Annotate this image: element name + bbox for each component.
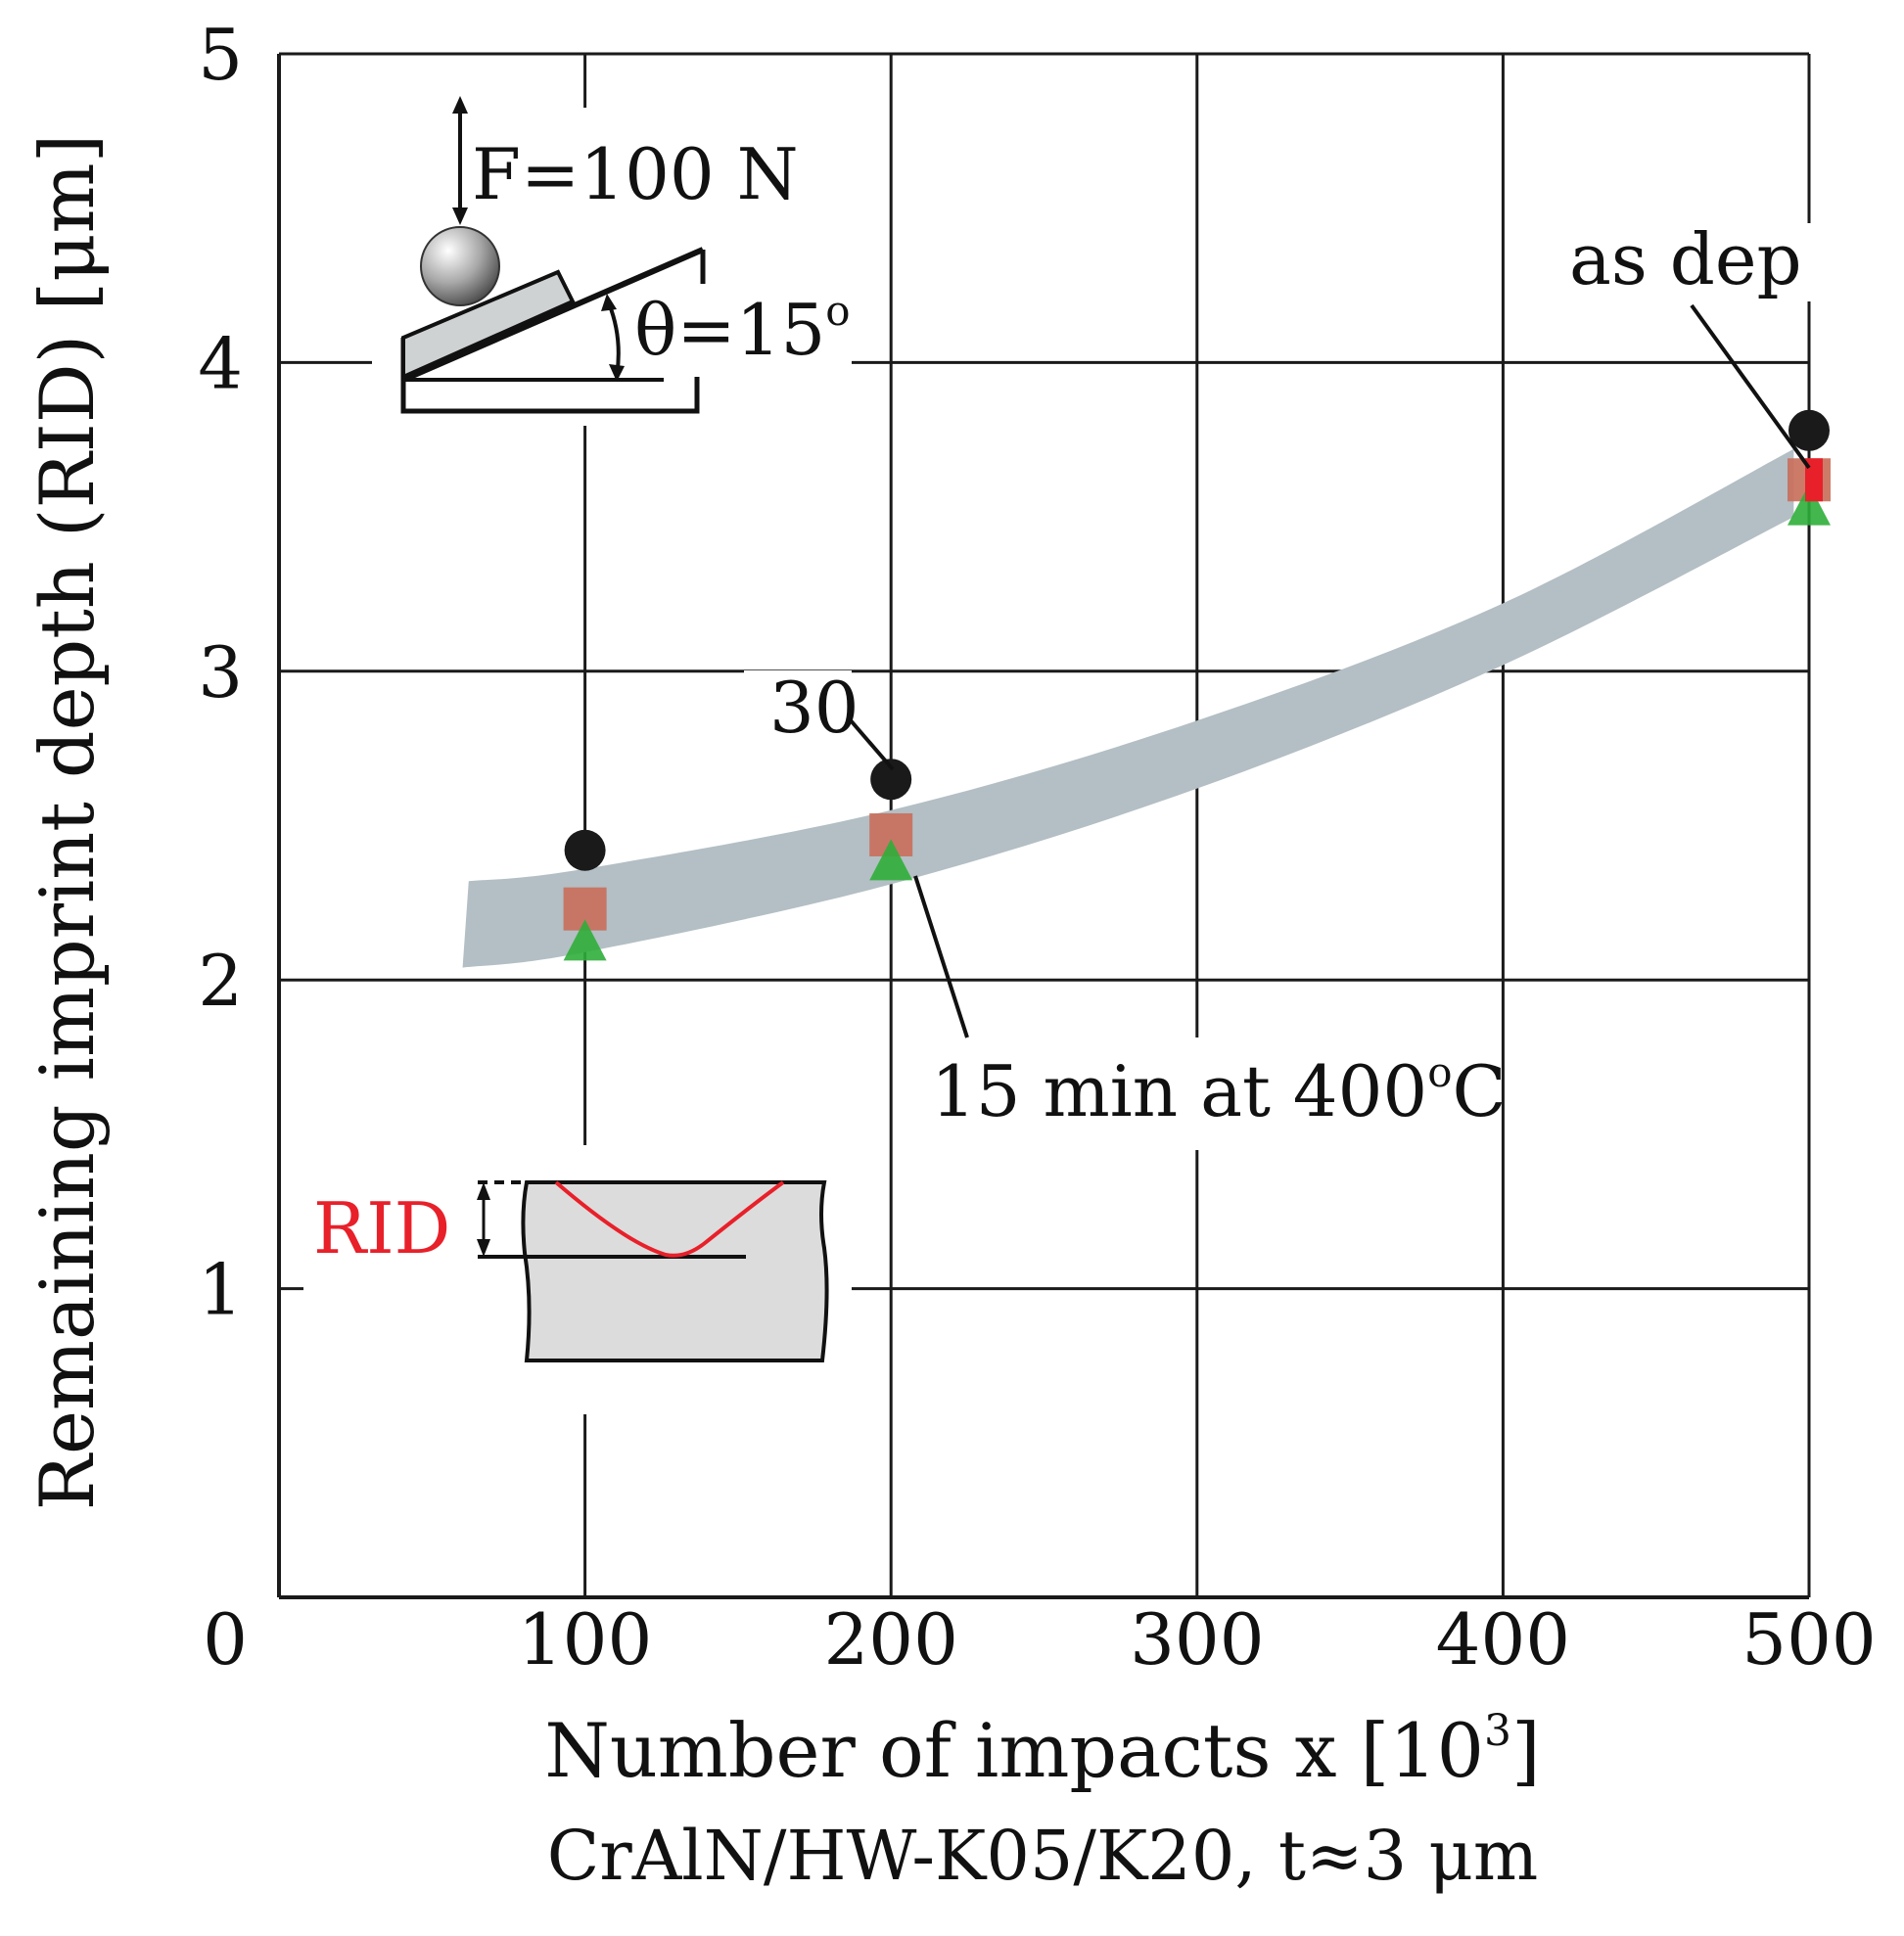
angle-arrow-head-down [609, 364, 625, 382]
data-markers [563, 409, 1831, 961]
x-axis-title: Number of impacts x [103] [544, 1706, 1540, 1794]
angle-degree: o [825, 287, 850, 335]
x-tick-label: 500 [1741, 1598, 1876, 1681]
angle-label: θ=15o [634, 287, 851, 371]
thirty-leader-line [848, 717, 895, 771]
thirty-label: 30 [769, 667, 859, 749]
fifteen-min-text: 15 min at 400 [931, 1050, 1427, 1132]
annealed-15min-marker [1788, 484, 1831, 526]
x-tick-label: 100 [518, 1598, 652, 1681]
annealed-15min-marker [563, 919, 607, 961]
y-tick-label: 4 [198, 322, 243, 404]
as-dep-marker [564, 829, 606, 871]
rid-arrow-head-up [477, 1182, 490, 1200]
x-axis-title-exponent: 3 [1484, 1706, 1511, 1756]
trend-band [462, 448, 1794, 968]
imprint-profile [554, 1180, 785, 1258]
force-label: F=100 N [472, 133, 799, 215]
y-tick-label: 2 [198, 940, 243, 1022]
annotations: as dep 30 15 min at 400oC [744, 218, 1811, 1150]
fifteen-leader-line [913, 875, 969, 1038]
angle-arrow-head-up [601, 294, 617, 311]
fifteen-min-unit: C [1453, 1050, 1507, 1132]
trend-band-group [462, 448, 1794, 968]
substrate-block [521, 1180, 829, 1362]
x-axis-title-close: ] [1511, 1707, 1541, 1794]
as-dep-marker [1788, 409, 1830, 451]
annealed-15min-marker [869, 839, 913, 881]
rid-arrow-head-down [477, 1239, 490, 1257]
as-dep-marker [870, 759, 912, 801]
thirty-label-background [744, 670, 852, 749]
ball-icon [420, 226, 500, 306]
rid-label: RID [313, 1187, 450, 1269]
tick-labels: 0 100 200 300 400 500 1 2 3 4 5 [198, 14, 1877, 1681]
x-tick-label: 300 [1130, 1598, 1264, 1681]
y-tick-label: 3 [198, 631, 243, 714]
as-dep-label: as dep [1569, 218, 1802, 300]
angle-label-text: θ=15 [634, 289, 825, 371]
rid-inset: RID [303, 1145, 852, 1414]
x-axis-title-text: Number of impacts x [10 [544, 1707, 1484, 1794]
y-axis-title: Remaining imprint depth (RID) [μm] [23, 134, 111, 1511]
x-tick-label: 400 [1436, 1598, 1570, 1681]
chart-subtitle: CrAlN/HW-K05/K20, t≈3 μm [547, 1816, 1539, 1896]
fifteen-min-degree: o [1427, 1048, 1452, 1096]
force-arrow-head-up [452, 96, 468, 114]
specimen-block [401, 269, 576, 381]
as-dep-label-background [1556, 223, 1811, 301]
fifteen-label-background [920, 1037, 1268, 1150]
fifteen-min-label: 15 min at 400oC [931, 1048, 1507, 1132]
x-origin-label: 0 [203, 1598, 248, 1681]
annealed-30-marker-accent [1805, 458, 1823, 502]
axes [277, 54, 1809, 1599]
impact-test-inset: F=100 N θ=15o [372, 96, 852, 426]
inclined-plane-line [401, 247, 705, 383]
y-tick-label: 1 [198, 1249, 243, 1331]
x-tick-label: 200 [823, 1598, 957, 1681]
force-arrow-head-down [452, 207, 468, 225]
as-dep-leader-line [1690, 303, 1811, 470]
y-tick-label: 5 [198, 14, 243, 96]
